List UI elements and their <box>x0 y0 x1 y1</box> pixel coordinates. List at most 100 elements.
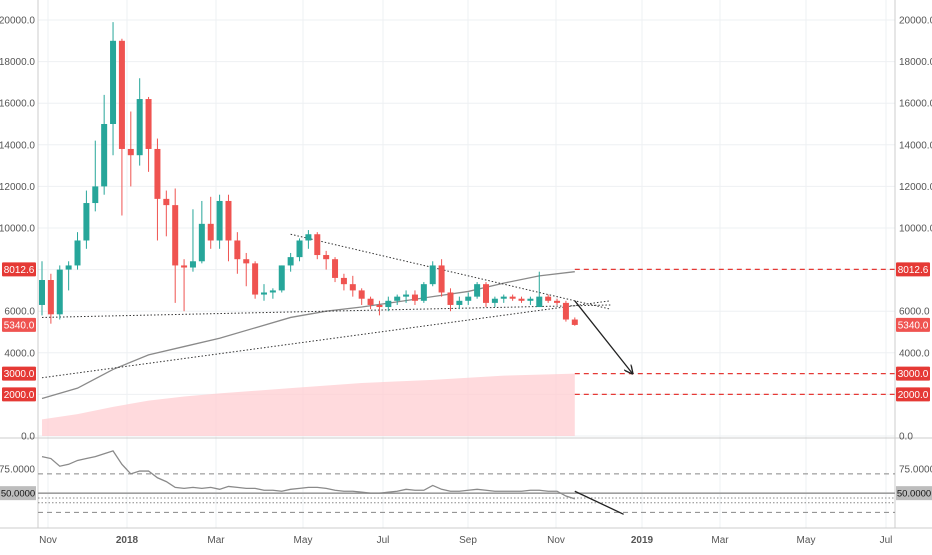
candle-body <box>554 300 561 303</box>
candle <box>252 261 259 299</box>
y-tick-label-left: 18000.0 <box>0 57 35 68</box>
candle-body <box>394 296 401 301</box>
candlestick-series <box>39 22 578 326</box>
candle <box>261 284 267 301</box>
candle-body <box>181 265 188 268</box>
price-tag-bg <box>2 366 36 381</box>
candle-body <box>562 302 569 320</box>
candle <box>234 232 241 274</box>
candle-body <box>500 296 507 299</box>
candle-body <box>189 261 196 268</box>
candle-body <box>225 200 232 241</box>
shaded-area <box>42 373 575 436</box>
candle <box>39 261 45 316</box>
candle-body <box>234 240 241 260</box>
candle <box>314 232 321 260</box>
candle <box>269 288 276 299</box>
candle-body <box>527 298 534 301</box>
grid <box>38 0 895 528</box>
candle-body <box>136 99 143 156</box>
candle <box>376 300 383 316</box>
candle-body <box>118 40 125 149</box>
candle <box>225 194 232 262</box>
candle-body <box>420 284 427 301</box>
candle <box>447 288 454 312</box>
candle-body <box>411 294 418 301</box>
candle <box>278 265 285 293</box>
candle <box>181 259 188 312</box>
candle-body <box>47 280 54 315</box>
x-tick-label: Sep <box>459 535 477 546</box>
candle <box>385 296 392 312</box>
price-tag-text: 3000.0 <box>898 369 929 380</box>
candle <box>243 252 250 287</box>
candle <box>74 232 81 270</box>
candle <box>198 200 205 264</box>
x-tick-label: Mar <box>207 535 225 546</box>
candle <box>403 290 410 303</box>
candle-body <box>296 240 303 258</box>
price-tag-left: 2000.0 <box>2 387 36 402</box>
candle-body <box>110 40 117 124</box>
indicator-tag-right: 50.0000 <box>896 486 932 501</box>
candle-body <box>56 269 63 315</box>
candle <box>118 38 125 216</box>
indicator-tick-label-right: 75.0000 <box>899 465 932 476</box>
candle <box>367 296 374 310</box>
price-tag-bg <box>896 366 930 381</box>
candle <box>394 294 401 305</box>
candle <box>554 298 561 305</box>
y-tick-label-right: 0.0 <box>899 432 913 443</box>
candle <box>287 252 294 272</box>
candle-body <box>39 280 45 305</box>
x-tick-label: May <box>294 535 313 546</box>
candle <box>571 317 578 326</box>
candle <box>207 196 214 249</box>
trendline <box>290 233 611 310</box>
shaded-band <box>42 373 575 436</box>
candle-body <box>376 304 383 308</box>
candle-body <box>571 319 578 325</box>
candle-body <box>491 298 498 303</box>
candle <box>172 188 179 303</box>
candle <box>500 294 507 303</box>
price-tag-right: 5340.0 <box>896 317 930 332</box>
price-tag-text: 8012.6 <box>898 265 929 276</box>
indicator-tag-left: 50.0000 <box>0 486 36 501</box>
x-tick-label: 2019 <box>631 535 654 546</box>
indicator-tag-text: 50.0000 <box>1 489 35 500</box>
candle-body <box>465 296 472 301</box>
price-tag-left: 8012.6 <box>2 262 36 277</box>
projection-arrow <box>574 300 633 374</box>
candle <box>145 96 152 172</box>
x-tick-label: Nov <box>547 535 565 546</box>
price-tag-bg <box>896 317 930 332</box>
price-tag-bg <box>896 387 930 402</box>
y-tick-label-left: 4000.0 <box>4 348 35 359</box>
y-tick-label-right: 16000.0 <box>899 99 932 110</box>
y-tick-label-right: 10000.0 <box>899 224 932 235</box>
candle-body <box>261 292 267 295</box>
y-tick-label-left: 20000.0 <box>0 16 35 27</box>
candle <box>110 22 117 156</box>
candle <box>65 261 72 291</box>
indicator-tag-bg <box>896 486 932 501</box>
candle-body <box>127 148 134 156</box>
price-tag-right: 2000.0 <box>896 387 930 402</box>
candle-body <box>438 265 445 293</box>
candle <box>296 238 303 262</box>
candle-body <box>323 255 330 260</box>
candle-body <box>403 294 410 297</box>
candle <box>491 296 498 308</box>
price-tag-bg <box>2 317 36 332</box>
candle-body <box>509 296 516 299</box>
candle-body <box>92 186 99 204</box>
indicator-tag-bg <box>0 486 36 501</box>
price-tag-bg <box>2 387 36 402</box>
price-labels: 8012.6 8012.6 5340.0 5340.0 3000.0 3000.0 2000… <box>0 262 932 501</box>
candle <box>536 271 543 308</box>
candle <box>47 273 54 324</box>
x-tick-label: Jul <box>880 535 893 546</box>
price-tag-text: 2000.0 <box>898 390 929 401</box>
indicator-tag-text: 50.0000 <box>897 489 931 500</box>
